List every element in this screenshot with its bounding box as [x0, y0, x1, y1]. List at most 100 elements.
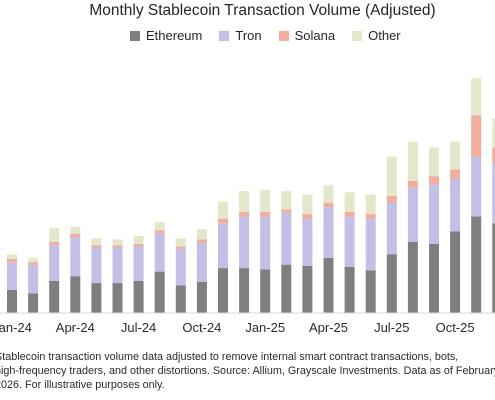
x-tick-label-jul-25: Jul-25 — [374, 320, 409, 335]
x-tick-label-apr-25: Apr-25 — [309, 320, 348, 335]
bar-solana-oct-25 — [450, 169, 461, 179]
chart-title: Monthly Stablecoin Transaction Volume (A… — [89, 2, 436, 19]
bar-other-dec-25 — [492, 118, 495, 148]
bar-other-aug-25 — [407, 141, 418, 181]
bar-tron-feb-25 — [281, 212, 292, 265]
bar-solana-jun-24 — [112, 245, 123, 248]
bar-tron-mar-24 — [49, 245, 60, 281]
bar-ethereum-apr-24 — [70, 276, 81, 313]
bar-tron-jun-24 — [112, 247, 123, 283]
bar-other-oct-24 — [196, 229, 207, 240]
bar-solana-nov-25 — [471, 115, 482, 157]
bar-ethereum-apr-25 — [323, 257, 334, 313]
bar-tron-aug-24 — [154, 233, 165, 272]
bar-solana-nov-24 — [218, 218, 228, 224]
bar-tron-jul-25 — [386, 202, 397, 255]
bar-ethereum-may-25 — [344, 267, 355, 313]
bar-other-mar-24 — [49, 227, 60, 242]
bar-ethereum-may-24 — [91, 283, 102, 313]
legend-item-other: Other — [352, 28, 401, 43]
bar-other-oct-25 — [450, 141, 461, 170]
bar-ethereum-jan-24 — [7, 290, 17, 313]
bar-other-jun-25 — [365, 194, 376, 215]
bar-tron-may-25 — [344, 216, 355, 267]
bar-tron-aug-25 — [407, 187, 418, 242]
bar-other-jan-25 — [260, 189, 271, 212]
bar-solana-apr-24 — [70, 233, 81, 238]
x-tick-label-jan-24: Jan-24 — [0, 320, 32, 335]
bar-tron-mar-25 — [302, 218, 313, 266]
bar-ethereum-jun-25 — [365, 270, 376, 313]
bar-tron-oct-24 — [196, 242, 207, 282]
bar-tron-jun-25 — [365, 218, 376, 271]
bar-ethereum-jul-24 — [133, 280, 144, 313]
legend-item-ethereum: Ethereum — [130, 28, 202, 43]
bar-tron-apr-25 — [323, 207, 334, 258]
bar-ethereum-feb-25 — [281, 264, 292, 313]
bar-ethereum-oct-24 — [196, 281, 207, 313]
bar-ethereum-oct-25 — [450, 231, 461, 313]
bar-tron-sep-25 — [429, 184, 439, 244]
bar-ethereum-mar-24 — [49, 280, 60, 313]
bar-ethereum-jan-25 — [260, 269, 271, 313]
bar-tron-dec-24 — [239, 216, 250, 269]
bar-other-jul-24 — [133, 235, 144, 244]
bar-ethereum-aug-24 — [154, 271, 165, 313]
bar-solana-apr-25 — [323, 202, 334, 208]
bar-tron-nov-24 — [218, 223, 228, 269]
footnote-line-3: 2026. For illustrative purposes only. — [0, 379, 165, 391]
bar-solana-mar-25 — [302, 214, 313, 219]
bar-other-nov-24 — [218, 201, 228, 219]
bar-solana-jun-25 — [365, 214, 376, 219]
bar-other-jun-24 — [112, 239, 123, 246]
x-tick-label-jan-25: Jan-25 — [245, 320, 285, 335]
bar-ethereum-sep-24 — [175, 285, 186, 313]
bar-solana-may-25 — [344, 211, 355, 217]
bar-other-aug-24 — [154, 222, 165, 231]
legend-label-other: Other — [368, 28, 401, 43]
legend-item-solana: Solana — [278, 28, 335, 43]
x-tick-label-jul-24: Jul-24 — [121, 320, 156, 335]
bar-solana-mar-24 — [49, 241, 60, 246]
x-axis-ticks: Jan-24 Apr-24 Jul-24 Oct-24 Jan-25 Apr-25 Jul-… — [0, 320, 475, 335]
legend-swatch-ethereum — [130, 30, 140, 41]
bar-solana-sep-25 — [429, 176, 439, 185]
legend-swatch-other — [352, 30, 363, 41]
bar-solana-aug-25 — [407, 180, 418, 188]
bar-ethereum-jul-25 — [386, 254, 397, 313]
footnote-line-1: Stablecoin transaction volume data adjus… — [0, 351, 459, 363]
bar-other-sep-25 — [429, 147, 439, 177]
footnote-line-2: high-frequency traders, and other distor… — [0, 365, 495, 377]
bar-other-apr-25 — [323, 185, 334, 203]
legend-swatch-solana — [278, 30, 289, 41]
bar-other-mar-25 — [302, 194, 313, 215]
bar-other-jan-24 — [7, 254, 17, 259]
bar-solana-jan-25 — [260, 211, 271, 217]
bar-ethereum-aug-25 — [407, 241, 418, 313]
bar-ethereum-feb-24 — [28, 293, 39, 313]
bars-group — [7, 78, 495, 313]
bar-ethereum-dec-24 — [239, 268, 250, 313]
bar-solana-feb-24 — [28, 262, 39, 265]
legend-swatch-tron — [219, 30, 230, 41]
bar-tron-feb-24 — [28, 264, 39, 294]
bar-ethereum-nov-24 — [218, 268, 228, 313]
bar-ethereum-sep-25 — [429, 244, 439, 313]
bar-solana-dec-25 — [492, 147, 495, 164]
bar-ethereum-nov-25 — [471, 216, 482, 313]
legend-label-ethereum: Ethereum — [146, 28, 203, 43]
bar-tron-nov-25 — [471, 156, 482, 217]
chart-legend: Ethereum Tron Solana Other — [130, 28, 418, 43]
bar-other-may-25 — [344, 192, 355, 212]
bar-solana-jul-25 — [386, 195, 397, 203]
x-tick-label-oct-24: Oct-24 — [182, 320, 221, 335]
bar-tron-dec-25 — [492, 163, 495, 224]
bar-solana-jan-24 — [7, 258, 17, 263]
bar-other-sep-24 — [175, 238, 186, 247]
bar-solana-may-24 — [91, 245, 102, 248]
bar-other-nov-25 — [471, 78, 482, 116]
bar-solana-jul-24 — [133, 244, 144, 247]
legend-item-tron: Tron — [219, 28, 262, 43]
bar-solana-oct-24 — [196, 239, 207, 243]
bar-other-may-24 — [91, 238, 102, 246]
